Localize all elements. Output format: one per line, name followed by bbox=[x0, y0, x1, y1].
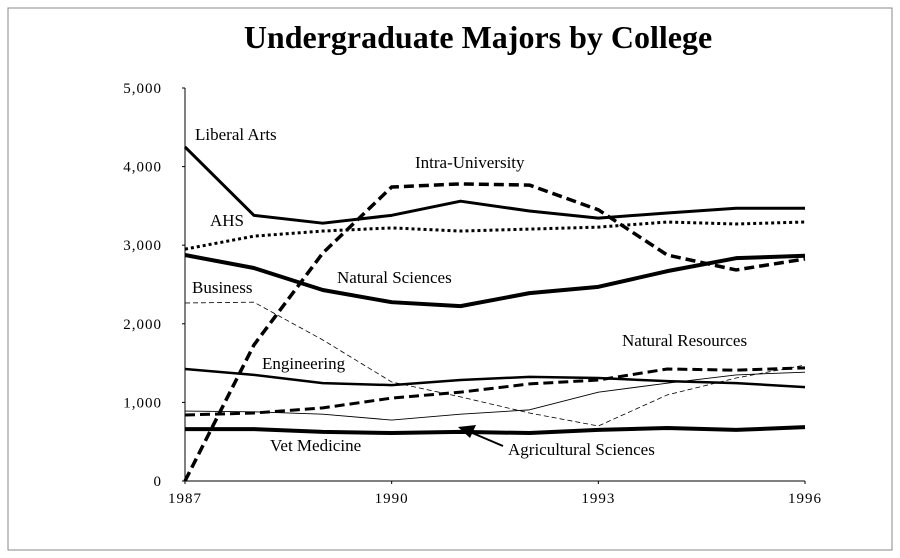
x-tick-label: 1993 bbox=[581, 491, 615, 507]
series-label: Natural Sciences bbox=[337, 268, 452, 287]
series-label: Business bbox=[192, 278, 252, 297]
y-tick-label: 1,000 bbox=[123, 395, 162, 411]
x-tick-label: 1990 bbox=[375, 491, 409, 507]
series-line bbox=[185, 425, 806, 436]
series-line bbox=[183, 145, 805, 225]
series-line bbox=[184, 301, 806, 427]
series-label: Vet Medicine bbox=[270, 436, 361, 455]
y-tick-label: 3,000 bbox=[123, 238, 162, 254]
y-tick-label: 5,000 bbox=[123, 81, 162, 97]
series-line bbox=[184, 220, 806, 251]
y-tick-label: 4,000 bbox=[123, 160, 162, 176]
series-line bbox=[184, 253, 806, 309]
series-label: Liberal Arts bbox=[195, 125, 277, 144]
series-label: Intra-University bbox=[415, 153, 525, 172]
y-tick-label: 2,000 bbox=[123, 317, 162, 333]
annotation-arrow bbox=[469, 431, 504, 447]
series-line bbox=[183, 182, 806, 482]
series-label: AHS bbox=[210, 211, 244, 230]
frame bbox=[7, 7, 893, 551]
series-line bbox=[184, 371, 806, 421]
series-label: Engineering bbox=[262, 354, 346, 373]
plot: Liberal Arts Intra-University AHS Natural S… bbox=[183, 125, 806, 482]
y-tick-label: 0 bbox=[154, 474, 163, 490]
series-line bbox=[184, 367, 806, 389]
series-label: Agricultural Sciences bbox=[508, 440, 655, 459]
series-label: Natural Resources bbox=[622, 331, 747, 350]
x-tick-label: 1987 bbox=[168, 491, 202, 507]
x-tick-label: 1996 bbox=[788, 491, 822, 507]
series-line bbox=[184, 366, 806, 417]
chart-title: Undergraduate Majors by College bbox=[244, 19, 712, 55]
arrow-head bbox=[458, 425, 476, 438]
